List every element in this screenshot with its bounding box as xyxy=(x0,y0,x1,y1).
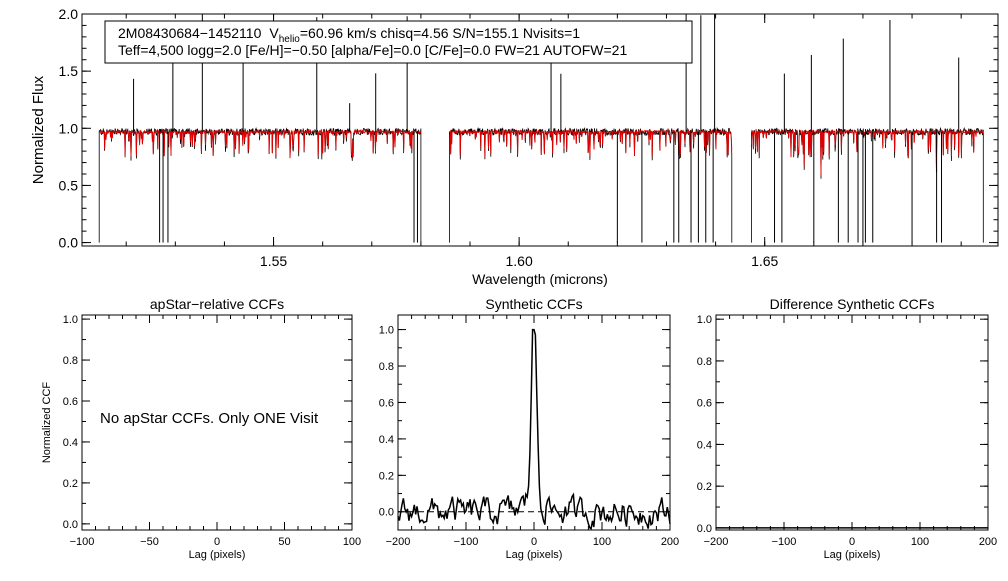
apstar-ytick-label: 0.4 xyxy=(63,437,78,449)
vhelio-symbol: V xyxy=(269,25,279,41)
synthetic-ccf-line xyxy=(397,328,671,530)
synthetic-xtick-label: −100 xyxy=(454,536,479,548)
difference-xtick-label: 200 xyxy=(979,536,997,548)
spectrum-xlabel: Wavelength (microns) xyxy=(472,271,608,287)
spectrum-frame xyxy=(81,13,999,247)
spectrum-axes: 1.55 1.60 1.65 0.0 0.5 1.0 1.5 2.0 Wavelength (m… xyxy=(30,6,999,287)
spectrum-xtick-label: 1.55 xyxy=(260,253,287,269)
model-spectrum-chip xyxy=(449,128,733,159)
difference-ytick-label: 0.6 xyxy=(697,398,712,410)
synthetic-xtick-label: 100 xyxy=(593,536,611,548)
synthetic-ytick-label: 0.6 xyxy=(379,397,394,409)
info-line-1-rest: =60.96 km/s chisq=4.56 S/N=155.1 Nvisits… xyxy=(300,25,580,41)
apstar-title: apStar−relative CCFs xyxy=(150,296,284,312)
info-line-2: Teff=4,500 logg=2.0 [Fe/H]=−0.50 [alpha/… xyxy=(118,42,627,58)
apstar-xtick-label: −100 xyxy=(70,536,95,548)
apstar-xtick-label: −50 xyxy=(140,536,159,548)
difference-ytick-label: 0.0 xyxy=(697,523,712,535)
difference-axes: −200 −100 0 100 200 0.0 0.2 0.4 0.6 0.8 1.0 Lag (pi… xyxy=(697,296,997,561)
synthetic-xtick-label: 200 xyxy=(661,536,679,548)
spectrum-ytick-label: 1.0 xyxy=(59,120,79,136)
synthetic-xlabel: Lag (pixels) xyxy=(506,549,563,561)
synthetic-ytick-label: 1.0 xyxy=(379,325,394,337)
observed-spectrum-chip xyxy=(751,126,984,243)
difference-ytick-label: 0.8 xyxy=(697,356,712,368)
synthetic-axes: −200 −100 0 100 200 0.0 0.2 0.4 0.6 0.8 1.0 Lag (pi… xyxy=(379,296,679,561)
spectrum-ytick-label: 2.0 xyxy=(59,6,79,22)
synthetic-xtick-label: −200 xyxy=(386,536,411,548)
difference-xlabel: Lag (pixels) xyxy=(824,549,881,561)
model-spectrum-chip xyxy=(98,128,422,159)
difference-ytick-label: 0.4 xyxy=(697,439,712,451)
spectrum-ytick-label: 0.0 xyxy=(59,235,79,251)
difference-xtick-label: −100 xyxy=(772,536,797,548)
spectrum-xtick-label: 1.60 xyxy=(506,253,533,269)
apstar-xtick-label: 100 xyxy=(343,536,361,548)
model-spectrum-chip xyxy=(750,128,984,176)
synthetic-ytick-label: 0.4 xyxy=(379,434,394,446)
apstar-ytick-label: 0.8 xyxy=(63,355,78,367)
spectrum-ytick-label: 1.5 xyxy=(59,63,79,79)
apstar-ytick-label: 0.6 xyxy=(63,396,78,408)
difference-frame xyxy=(715,314,989,531)
spectrum-ytick-label: 0.5 xyxy=(59,177,79,193)
apstar-xlabel: Lag (pixels) xyxy=(189,549,246,561)
synthetic-xtick-label: 0 xyxy=(531,536,537,548)
star-id: 2M08430684−1452110 xyxy=(118,25,262,41)
apstar-xtick-label: 0 xyxy=(214,536,220,548)
difference-ytick-label: 1.0 xyxy=(697,314,712,326)
difference-title: Difference Synthetic CCFs xyxy=(770,296,935,312)
difference-xtick-label: −200 xyxy=(704,536,729,548)
synthetic-ytick-label: 0.8 xyxy=(379,361,394,373)
spectrum-xtick-label: 1.65 xyxy=(751,253,778,269)
apstar-xtick-label: 50 xyxy=(278,536,290,548)
synthetic-ytick-label: 0.0 xyxy=(379,507,394,519)
apstar-ytick-label: 0.2 xyxy=(63,478,78,490)
info-line-1: 2M08430684−1452110 Vhelio=60.96 km/s chis… xyxy=(118,25,580,45)
apstar-ytick-label: 0.0 xyxy=(63,519,78,531)
apstar-ylabel: Normalized CCF xyxy=(41,382,53,464)
difference-ytick-label: 0.2 xyxy=(697,481,712,493)
apstar-ytick-label: 1.0 xyxy=(63,314,78,326)
apstar-axes: −100 −50 0 50 100 0.0 0.2 0.4 0.6 0.8 1.0 Lag (pixe… xyxy=(41,296,361,561)
synthetic-title: Synthetic CCFs xyxy=(485,296,582,312)
observed-spectrum-chip xyxy=(449,126,733,243)
info-box xyxy=(104,20,693,64)
spectrum-ylabel: Normalized Flux xyxy=(30,75,47,184)
synthetic-ytick-label: 0.2 xyxy=(379,470,394,482)
no-ccf-annotation: No apStar CCFs. Only ONE Visit xyxy=(100,410,319,427)
difference-xtick-label: 0 xyxy=(849,536,855,548)
difference-xtick-label: 100 xyxy=(911,536,929,548)
synthetic-frame xyxy=(397,314,671,531)
vhelio-subscript: helio xyxy=(279,34,301,45)
